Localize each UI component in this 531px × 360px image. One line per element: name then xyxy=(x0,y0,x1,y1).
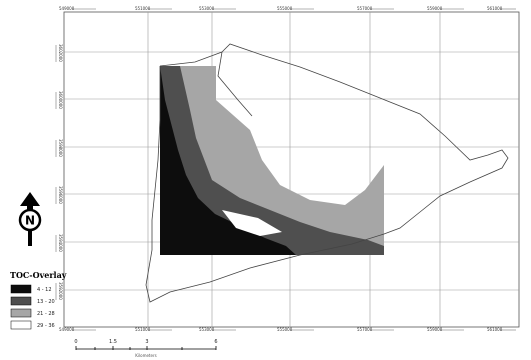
y-tick: 3594000 xyxy=(58,234,63,252)
y-tick: 3596000 xyxy=(58,186,63,204)
x-tick-top: 555000 xyxy=(277,6,293,11)
y-tick: 3598000 xyxy=(58,139,63,157)
scale-bar: 0 1.5 3 6 Kilometers xyxy=(74,339,217,358)
x-tick-bottom: 561000 xyxy=(487,327,503,332)
x-tick-top: 559000 xyxy=(427,6,443,11)
x-tick-bottom: 553000 xyxy=(199,327,215,332)
x-tick-bottom: 555000 xyxy=(277,327,293,332)
scale-tick-label: 1.5 xyxy=(109,339,117,345)
x-tick-top: 549000 xyxy=(59,6,75,11)
legend-item-label: 21 - 28 xyxy=(37,311,55,317)
scale-unit: Kilometers xyxy=(135,353,156,358)
x-tick-top: 557000 xyxy=(357,6,373,11)
north-arrow-icon: N xyxy=(20,192,40,246)
legend-item-label: 4 - 12 xyxy=(37,287,52,293)
x-tick-bottom: 557000 xyxy=(357,327,373,332)
map-frame xyxy=(64,12,519,327)
scale-tick-label: 6 xyxy=(214,339,217,345)
x-tick-labels-bottom: 549000 551000 553000 555000 557000 55900… xyxy=(59,327,503,332)
legend-item-label: 13 - 20 xyxy=(37,299,55,305)
legend-item-label: 29 - 36 xyxy=(37,323,55,329)
x-tick-top: 551000 xyxy=(135,6,151,11)
north-arrow-letter: N xyxy=(25,214,35,228)
y-tick: 3602000 xyxy=(58,44,63,62)
x-tick-labels-top: 549000 551000 553000 555000 557000 55900… xyxy=(59,6,503,11)
y-tick: 3600000 xyxy=(58,91,63,109)
legend-item: 21 - 28 xyxy=(11,309,55,317)
legend-title: TOC-Overlay xyxy=(10,270,67,280)
scale-tick-label: 3 xyxy=(145,339,148,345)
x-tick-bottom: 551000 xyxy=(135,327,151,332)
x-tick-top: 561000 xyxy=(487,6,503,11)
x-tick-bottom: 559000 xyxy=(427,327,443,332)
scale-tick-label: 0 xyxy=(74,339,77,345)
legend-item: 4 - 12 xyxy=(11,285,52,293)
x-tick-bottom: 549000 xyxy=(59,327,75,332)
legend-item: 29 - 36 xyxy=(11,321,55,329)
x-tick-top: 553000 xyxy=(199,6,215,11)
y-tick: 3592000 xyxy=(58,282,63,300)
legend-item: 13 - 20 xyxy=(11,297,55,305)
y-tick-labels: 3602000 3600000 3598000 3596000 3594000 … xyxy=(58,44,63,300)
